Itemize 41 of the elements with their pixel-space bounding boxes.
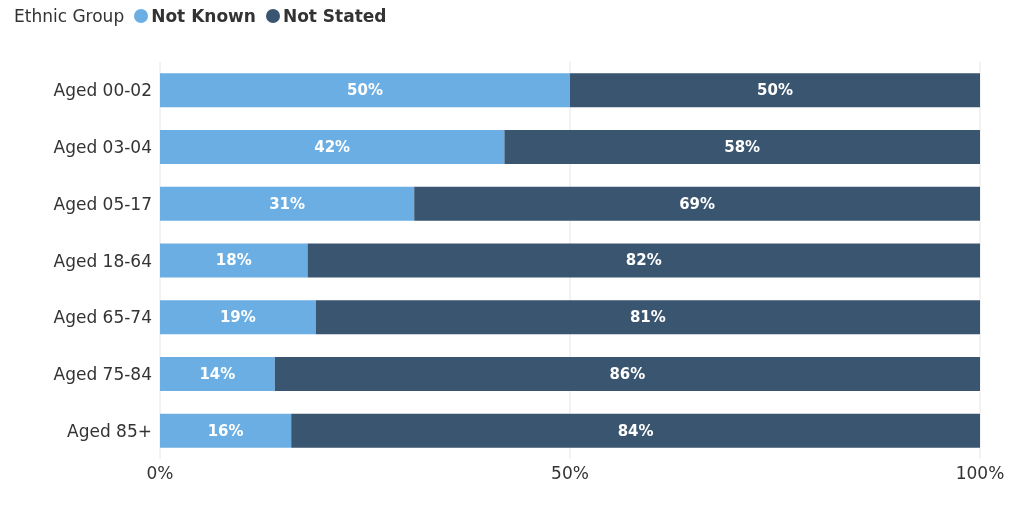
- bar: [160, 73, 570, 108]
- data-label: 58%: [724, 138, 761, 157]
- y-tick-label: Aged 65-74: [53, 307, 152, 328]
- bar: [160, 130, 505, 165]
- data-label: 86%: [609, 364, 646, 383]
- bar: [160, 356, 275, 391]
- data-label: 16%: [207, 421, 244, 440]
- data-label: 18%: [215, 251, 252, 270]
- data-label: 81%: [629, 308, 666, 327]
- data-label: 69%: [679, 194, 716, 213]
- data-label: 50%: [757, 81, 793, 100]
- data-label: 82%: [625, 251, 662, 270]
- data-label: 31%: [269, 194, 306, 213]
- data-label: 50%: [347, 81, 383, 100]
- y-tick-label: Aged 18-64: [53, 250, 152, 271]
- data-label: 19%: [219, 308, 256, 327]
- y-tick-label: Aged 75-84: [53, 363, 152, 384]
- data-label: 84%: [617, 421, 654, 440]
- bar: [570, 73, 980, 108]
- y-tick-label: Aged 05-17: [53, 193, 152, 214]
- bar: [315, 300, 980, 335]
- data-label: 42%: [314, 138, 351, 157]
- bar: [160, 186, 415, 221]
- x-tick-label: 100%: [955, 463, 1005, 484]
- legend-title: Ethnic Group: [14, 6, 125, 26]
- bar: [307, 243, 980, 278]
- y-tick-label: Aged 03-04: [53, 137, 152, 158]
- legend-label: Not Stated: [281, 6, 387, 26]
- y-tick-label: Aged 85+: [67, 420, 152, 441]
- bar: [160, 413, 292, 448]
- bar: [160, 243, 308, 278]
- x-tick-label: 0%: [146, 463, 174, 484]
- x-tick-label: 50%: [551, 463, 589, 484]
- legend-label: Not Known: [150, 6, 256, 26]
- bar: [291, 413, 980, 448]
- bar: [504, 130, 980, 165]
- data-label: 14%: [199, 364, 236, 383]
- bar: [274, 356, 980, 391]
- bar: [160, 300, 316, 335]
- y-tick-label: Aged 00-02: [53, 80, 152, 101]
- bar: [414, 186, 980, 221]
